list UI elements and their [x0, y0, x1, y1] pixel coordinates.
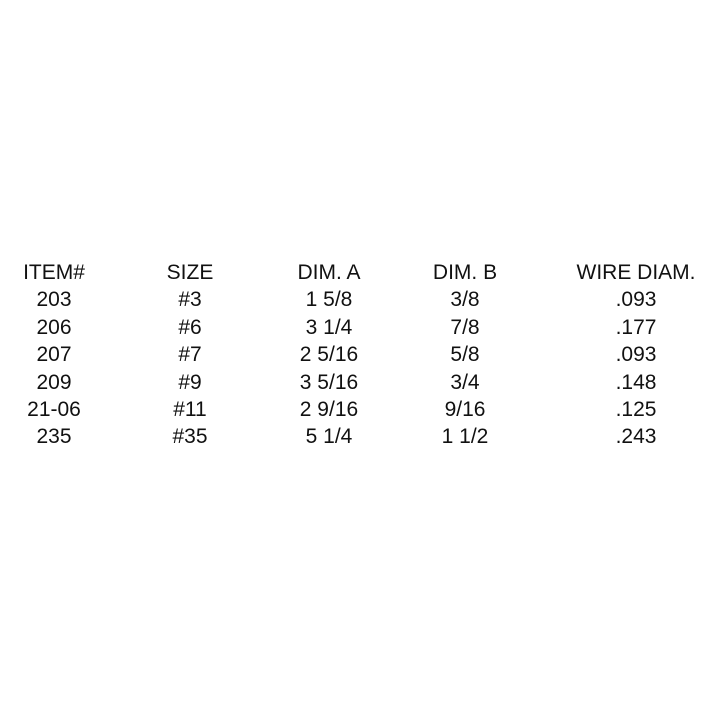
size-cell: #11	[173, 397, 207, 421]
wire-diam-cell: .177	[615, 315, 657, 339]
wire-diam-cell: .243	[615, 425, 657, 449]
table-row: 206 #6 3 1/4 7/8 .177	[0, 314, 713, 341]
dim-a-cell: 2 9/16	[299, 397, 359, 421]
item-number-cell: 203	[36, 288, 72, 312]
dim-b-cell: 9/16	[444, 397, 486, 421]
table-row: 207 #7 2 5/16 5/8 .093	[0, 341, 713, 368]
table-row: 209 #9 3 5/16 3/4 .148	[0, 369, 713, 396]
size-cell: #9	[178, 370, 202, 394]
size-cell: #6	[178, 315, 202, 339]
dim-a-cell: 1 5/8	[305, 288, 353, 312]
header-item-number: ITEM#	[23, 261, 85, 284]
header-dim-b: DIM. B	[432, 261, 498, 284]
dim-a-cell: 3 5/16	[299, 370, 359, 394]
dim-a-cell: 2 5/16	[299, 343, 359, 367]
wire-diam-cell: .093	[615, 288, 657, 312]
size-cell: #7	[178, 343, 202, 367]
header-wire-diam: WIRE DIAM.	[576, 261, 696, 284]
wire-diam-cell: .148	[615, 370, 657, 394]
header-row: ITEM# SIZE DIM. A DIM. B WIRE DIAM.	[0, 259, 713, 286]
header-size: SIZE	[166, 261, 214, 284]
table-row: 21-06 #11 2 9/16 9/16 .125	[0, 396, 713, 423]
dim-b-cell: 3/4	[450, 370, 480, 394]
table-row: 235 #35 5 1/4 1 1/2 .243	[0, 423, 713, 450]
dim-a-cell: 3 1/4	[305, 315, 353, 339]
dim-b-cell: 1 1/2	[441, 425, 489, 449]
size-cell: #3	[178, 288, 202, 312]
wire-diam-cell: .093	[615, 343, 657, 367]
header-dim-a: DIM. A	[297, 261, 361, 284]
item-number-cell: 207	[36, 343, 72, 367]
size-cell: #35	[172, 425, 208, 449]
spec-table: ITEM# SIZE DIM. A DIM. B WIRE DIAM. 203 …	[0, 259, 713, 451]
table-row: 203 #3 1 5/8 3/8 .093	[0, 286, 713, 313]
item-number-cell: 21-06	[27, 397, 81, 421]
item-number-cell: 235	[36, 425, 72, 449]
dim-b-cell: 7/8	[450, 315, 480, 339]
dim-a-cell: 5 1/4	[305, 425, 353, 449]
dim-b-cell: 5/8	[450, 343, 480, 367]
item-number-cell: 209	[36, 370, 72, 394]
wire-diam-cell: .125	[615, 397, 657, 421]
dim-b-cell: 3/8	[450, 288, 480, 312]
item-number-cell: 206	[36, 315, 72, 339]
